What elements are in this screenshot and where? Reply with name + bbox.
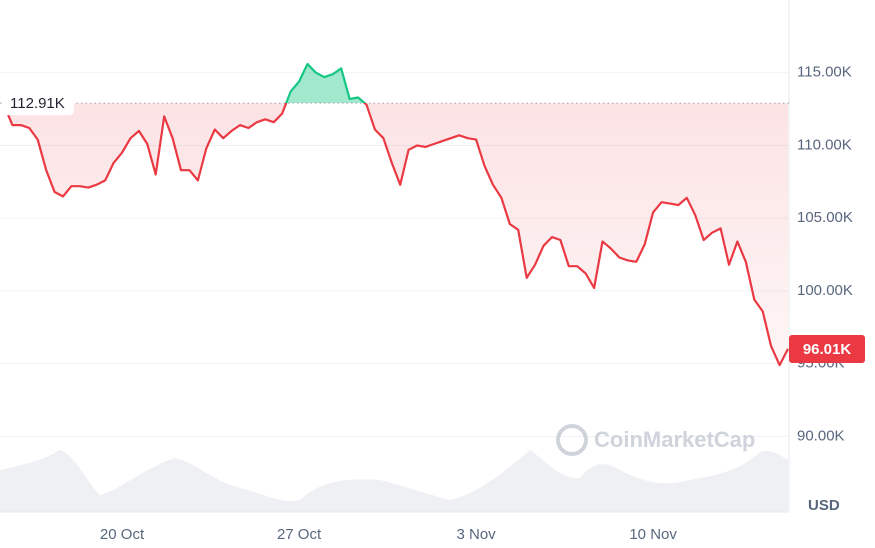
x-tick-label: 27 Oct bbox=[277, 526, 322, 543]
price-line bbox=[2, 62, 789, 367]
y-tick-label: 100.00K bbox=[797, 282, 853, 299]
y-tick-label: 90.00K bbox=[797, 427, 845, 444]
volume-area bbox=[0, 450, 788, 512]
area bbox=[4, 64, 788, 366]
watermark: CoinMarketCap bbox=[556, 424, 755, 456]
value-label-bg bbox=[789, 334, 865, 363]
y-tick-label: 105.00K bbox=[797, 209, 853, 226]
y-tick-label: 115.00K bbox=[797, 64, 852, 81]
x-tick-label: 3 Nov bbox=[456, 526, 496, 543]
unit-label: USD bbox=[808, 497, 840, 514]
baseline-label-bg bbox=[2, 91, 74, 116]
x-tick-label: 20 Oct bbox=[100, 526, 145, 543]
value-label: 96.01K bbox=[803, 341, 852, 358]
watermark-logo bbox=[556, 424, 588, 456]
baseline-label: 112.91K bbox=[10, 95, 65, 112]
watermark-text: CoinMarketCap bbox=[594, 427, 755, 452]
x-tick-label: 10 Nov bbox=[629, 526, 677, 543]
y-tick-label: 110.00K bbox=[797, 136, 852, 153]
